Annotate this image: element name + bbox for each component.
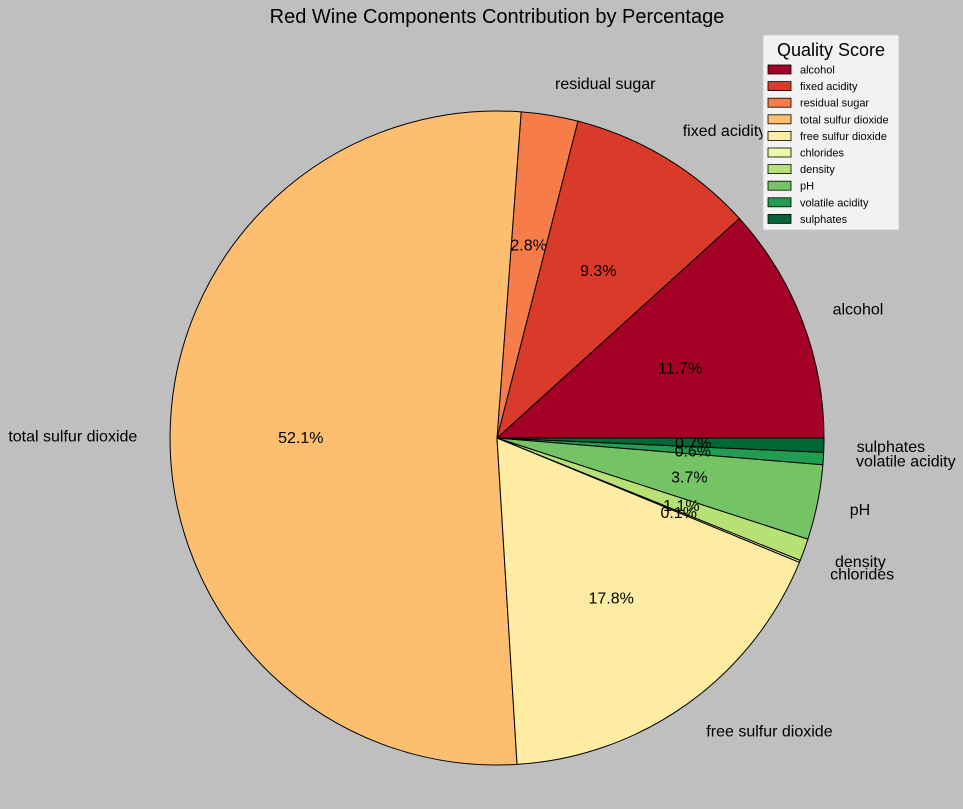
legend-swatch-total-sulfur-dioxide [767,114,792,125]
pct-label-density: 1.1% [663,498,699,515]
slice-label-volatile-acidity: volatile acidity [856,454,956,471]
slice-label-chlorides: chlorides [830,567,894,584]
legend-label-alcohol: alcohol [800,65,835,77]
legend-swatch-volatile-acidity [767,197,792,208]
slice-label-ph: pH [850,502,870,519]
legend-label-volatile-acidity: volatile acidity [800,197,869,209]
slice-label-total-sulfur-dioxide: total sulfur dioxide [8,429,137,446]
legend-label-total-sulfur-dioxide: total sulfur dioxide [800,114,889,126]
legend-swatch-ph [767,180,792,191]
chart-title: Red Wine Components Contribution by Perc… [270,6,725,28]
legend-label-density: density [800,164,835,176]
pct-label-volatile-acidity: 0.6% [675,443,711,460]
slice-sulphates [496,437,825,453]
pct-label-chlorides: 0.1% [660,505,696,522]
legend-swatch-chlorides [767,147,792,158]
pct-label-free-sulfur-dioxide: 17.8% [589,591,634,608]
legend-swatch-sulphates [767,213,792,224]
legend-label-chlorides: chlorides [800,148,845,160]
legend-swatch-fixed-acidity [767,81,792,91]
slice-labels: alcohol fixed acidity residual sugar total … [8,76,955,741]
legend-label-residual-sugar: residual sugar [800,98,869,110]
slice-label-alcohol: alcohol [833,302,884,319]
pct-label-residual-sugar: 2.8% [510,237,546,254]
slice-label-density: density [835,554,886,571]
legend-frame [762,34,900,231]
pct-label-sulphates: 0.7% [675,435,711,452]
legend-label-free-sulfur-dioxide: free sulfur dioxide [800,131,887,143]
pct-label-ph: 3.7% [671,470,707,487]
legend-swatch-residual-sugar [767,97,792,108]
legend-items: alcohol fixed acidity residual sugar total … [767,64,889,226]
slice-label-fixed-acidity: fixed acidity [683,123,767,140]
legend-label-fixed-acidity: fixed acidity [800,81,858,93]
slice-alcohol [495,217,825,439]
percentage-labels: 11.7% 9.3% 2.8% 52.1% 17.8% 0.1%1.1% 3.7% 0.6%0… [278,237,711,607]
pct-label-total-sulfur-dioxide: 52.1% [278,430,323,447]
legend-swatch-alcohol [767,64,792,75]
pct-label-fixed-acidity: 9.3% [580,263,616,280]
legend: Quality Score alcohol fixed acidity residu… [762,34,900,231]
legend-swatch-free-sulfur-dioxide [767,130,792,141]
slice-label-sulphates: sulphates [857,439,926,456]
pie-slices [169,110,825,766]
slice-label-free-sulfur-dioxide: free sulfur dioxide [706,724,832,741]
legend-swatch-density [767,164,792,175]
slice-free-sulfur-dioxide [496,437,801,765]
pct-label-alcohol: 11.7% [658,360,702,377]
legend-label-sulphates: sulphates [800,214,848,226]
slice-fixed-acidity [496,120,741,440]
slice-label-residual-sugar: residual sugar [555,76,656,93]
legend-title: Quality Score [777,40,885,60]
legend-label-ph: pH [800,181,814,193]
slice-total-sulfur-dioxide [169,110,522,766]
